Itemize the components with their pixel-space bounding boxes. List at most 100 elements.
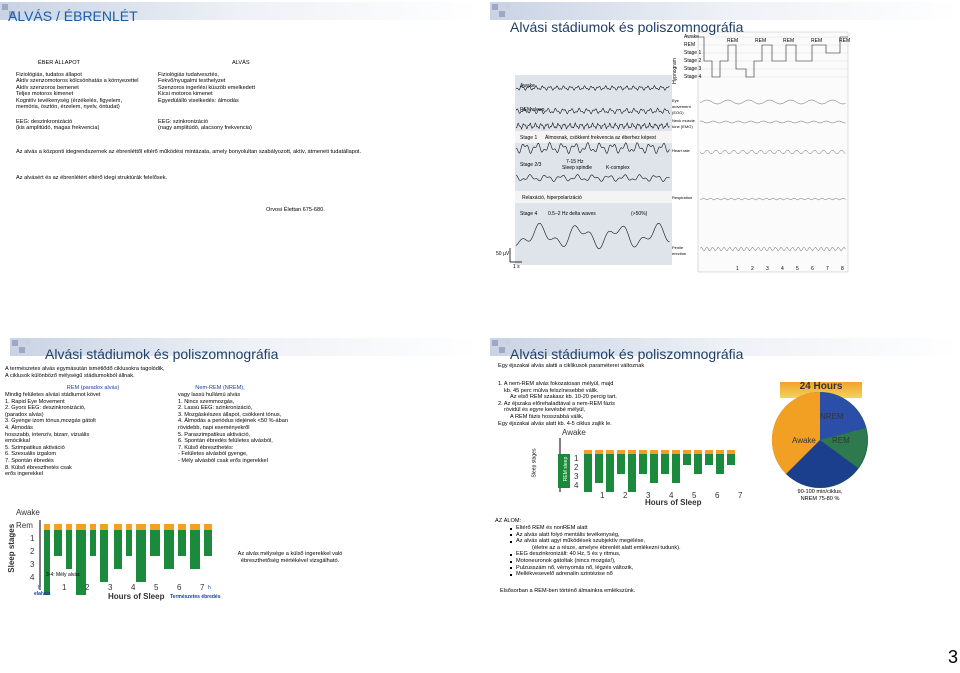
x-axis-label: Hours of Sleep <box>108 592 165 601</box>
dream-heading: AZ ÁLOM: <box>495 518 522 524</box>
rem-bar <box>595 450 603 454</box>
channel-trace <box>699 197 846 201</box>
pie-caption: NREM 75-80 % <box>800 496 840 502</box>
column-heading: Nem-REM (NREM), <box>195 385 245 391</box>
bullet-dot <box>510 534 512 537</box>
rem-bar <box>606 450 614 454</box>
eeg-trace <box>515 222 670 250</box>
stage-bar <box>178 526 186 556</box>
stage-bar <box>584 452 592 492</box>
stage-label: 1 <box>574 454 579 463</box>
stage-bar <box>136 526 146 582</box>
rem-bar <box>683 450 691 454</box>
stage-label: 3 <box>30 560 35 569</box>
nrem-line: rövidebb, napi eseményekről <box>178 425 250 431</box>
rem-line: 7. Spontán ébredés <box>5 458 54 464</box>
slide-title: ALVÁS / ÉBRENLÉT <box>8 8 138 24</box>
scale-label: 50 µV <box>496 251 510 257</box>
bullet: A természetes alvás egymásután ismétlődő… <box>5 366 165 372</box>
rem-line: Mindig felületes alvási stádiumot követ <box>5 392 101 398</box>
bullet-dot <box>510 560 512 563</box>
hour-label: 3 <box>766 266 769 272</box>
eeg-note: K-complex <box>606 165 630 171</box>
dream-item: (életre az a része, amelyre ébrenlét ala… <box>532 544 681 551</box>
stage-bar <box>150 526 160 556</box>
stage-label: Awake <box>16 508 40 517</box>
list-line: Az első REM szakasz kb. 10-20 percig tar… <box>510 394 617 401</box>
hour-unit: h <box>38 585 41 591</box>
wake-label: Természetes ébredés <box>170 594 221 600</box>
list-line: 2. Az éjszaka előrehaladtával a nem-REM … <box>498 400 615 407</box>
rem-bar <box>114 524 122 530</box>
pie-title: 24 Hours <box>799 381 843 392</box>
stage-label: Stage 4 <box>684 74 702 80</box>
stage-label: Stage 3 <box>684 66 702 72</box>
list-line: Egy éjszakai alvás alatt kb. 4-5 ciklus … <box>498 420 612 427</box>
stage-label: 4 <box>574 481 579 490</box>
channel-trace <box>699 99 846 105</box>
stage-label: Awake <box>562 428 586 437</box>
hour-label: 3 <box>646 491 651 500</box>
dream-item: Motoneuronok gátoltak (nincs mozgás!), <box>516 558 616 564</box>
stage-bar <box>126 526 132 556</box>
eeg-note: (>50%) <box>631 211 648 217</box>
rem-label: REM <box>783 38 795 44</box>
channel-trace <box>699 149 846 155</box>
eeg-label: Stage 1 <box>520 135 538 141</box>
rem-bar <box>90 524 96 530</box>
channel-label: Respiration <box>672 195 693 200</box>
rem-bar <box>136 524 146 530</box>
rem-label: REM <box>811 38 823 44</box>
channel-trace <box>699 246 846 252</box>
channel-label: Penile erection <box>672 245 687 256</box>
stage-label: 3 <box>574 472 579 481</box>
rem-bar <box>178 524 186 530</box>
hour-unit: h <box>208 585 211 591</box>
footer: Elsősorban a REM-ben történő álmainkra e… <box>500 588 636 594</box>
eeg-note: Relaxáció, hiperpolarizáció <box>522 195 582 201</box>
stage-label: 1 <box>30 534 35 543</box>
text-line: Aktív szenzoros bemenet <box>16 84 79 91</box>
eeg-note: Álmosnak, csökkent frekvencia az éberhez… <box>545 135 656 141</box>
bullet-dot <box>510 567 512 570</box>
stage-bar <box>694 452 702 474</box>
eeg-note: Sleep spindle <box>562 165 593 171</box>
rem-bar <box>204 524 212 530</box>
hour-label: 6 <box>177 583 182 592</box>
hypnogram-1 <box>39 520 212 595</box>
text-line: Fiziológiás tudatvesztés, <box>158 72 219 78</box>
rem-bar <box>716 450 724 454</box>
text-line: Fiziológiás, tudatos állapot <box>16 72 82 78</box>
hour-label: 3 <box>108 583 113 592</box>
page-number: 3 <box>948 647 959 667</box>
text-line: Szenzoros ingerlési küszöb emelkedett <box>158 84 256 91</box>
stage-bar <box>66 526 72 569</box>
hour-label: 5 <box>692 491 697 500</box>
channel-label: Neck muscle tone (EMG) <box>672 118 695 129</box>
rem-bar <box>617 450 625 454</box>
nrem-line: 2. Lassú EEG: szinkronizáció, <box>178 405 253 412</box>
hour-label: 4 <box>781 266 784 272</box>
bullet-dot <box>510 540 512 543</box>
rem-bar <box>628 450 636 454</box>
dream-item: Mellékvesevelő adrenalin szintézise nő <box>516 571 613 578</box>
eeg-trace <box>515 85 670 91</box>
stage-bar <box>190 526 200 569</box>
stage-label: REM <box>684 42 696 48</box>
rem-line: 3. Gyenge izom tónus,mozgás gátolt <box>5 418 96 425</box>
nrem-line: 5. Paraszimpatikus aktiváció, <box>178 431 251 438</box>
rem-line: 5. Szimpatikus aktiváció <box>5 444 65 451</box>
list-line: kb. 45 perc múlva felszínesebbé válik. <box>504 387 599 394</box>
source: Orvosi Élettan 675-680. <box>266 207 325 213</box>
rem-line: (paradox alvás) <box>5 411 44 418</box>
hour-label: 1 <box>736 266 739 272</box>
polysomnogram <box>697 31 849 273</box>
dream-item: EEG deszinkronizált: 40 Hz, 5 és γ ritmu… <box>516 551 621 558</box>
eeg-label: REM sleep <box>520 107 545 113</box>
dream-item: Az alvás alatt agyi működések szubjektív… <box>516 538 646 545</box>
pie-label: NREM <box>820 412 844 421</box>
eeg-note: 0.5–2 Hz delta waves <box>548 211 596 217</box>
rem-label: REM <box>839 38 851 44</box>
hour-label: 4 <box>669 491 674 500</box>
